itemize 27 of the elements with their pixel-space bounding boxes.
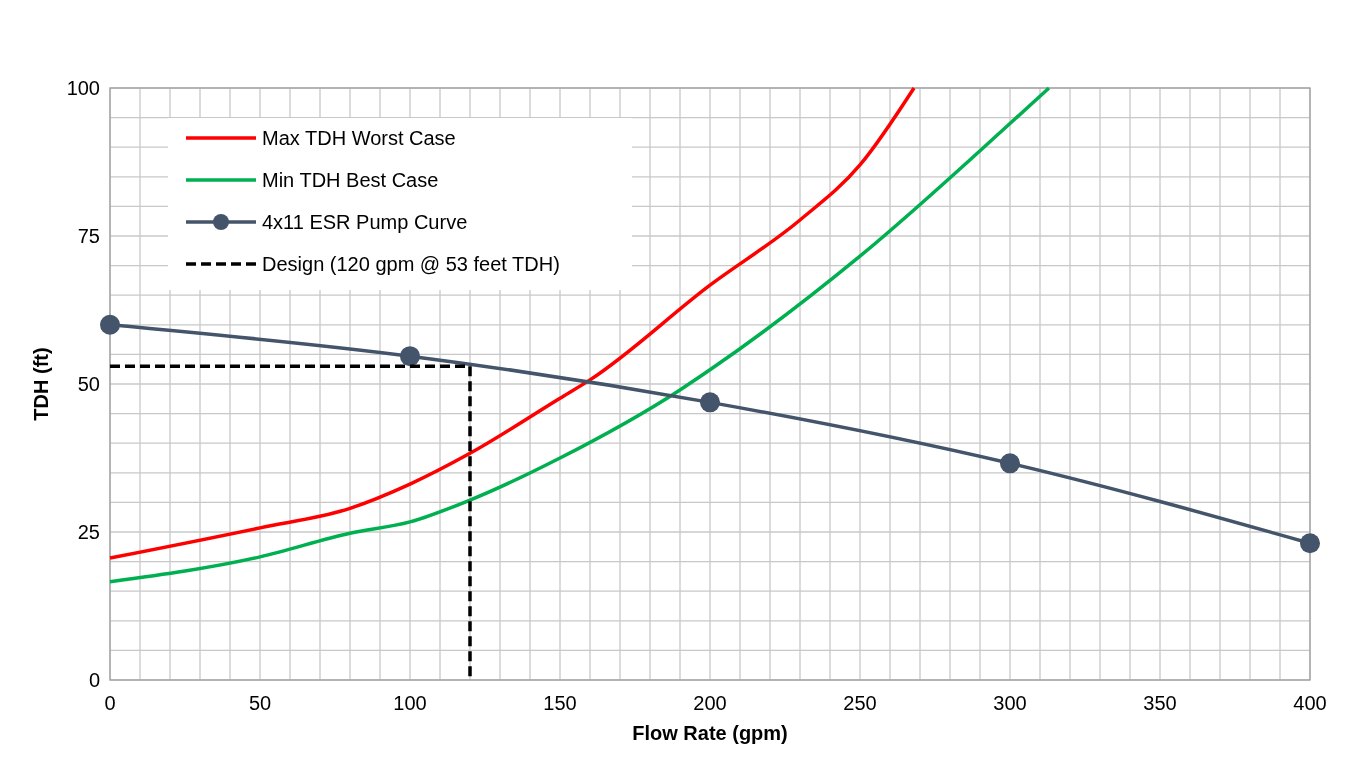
y-tick-label: 0 xyxy=(88,669,100,691)
x-tick-label: 0 xyxy=(104,692,116,714)
x-axis-title: Flow Rate (gpm) xyxy=(632,722,788,744)
legend-label: Min TDH Best Case xyxy=(262,169,439,191)
x-tick-label: 300 xyxy=(993,692,1027,714)
x-tick-label: 250 xyxy=(843,692,877,714)
x-tick-label: 400 xyxy=(1293,692,1327,714)
y-axis-title: TDH (ft) xyxy=(30,347,52,421)
x-tick-label: 50 xyxy=(248,692,272,714)
legend-label: Design (120 gpm @ 53 feet TDH) xyxy=(262,253,560,275)
line-series xyxy=(108,86,916,560)
point xyxy=(100,314,120,335)
point xyxy=(1000,453,1020,474)
legend-label: Max TDH Worst Case xyxy=(262,127,456,149)
x-tick-label: 350 xyxy=(1143,692,1177,714)
x-tick-label: 150 xyxy=(543,692,577,714)
x-tick-label: 200 xyxy=(693,692,727,714)
point xyxy=(400,346,420,367)
x-tick-label: 100 xyxy=(393,692,427,714)
y-tick-label: 50 xyxy=(77,373,100,395)
y-tick-label: 100 xyxy=(66,77,100,99)
line-series xyxy=(108,86,1051,584)
point xyxy=(700,392,720,413)
y-tick-label: 75 xyxy=(77,225,100,247)
legend-label: 4x11 ESR Pump Curve xyxy=(262,211,468,233)
y-tick-label: 25 xyxy=(77,521,100,543)
point xyxy=(1300,533,1320,554)
